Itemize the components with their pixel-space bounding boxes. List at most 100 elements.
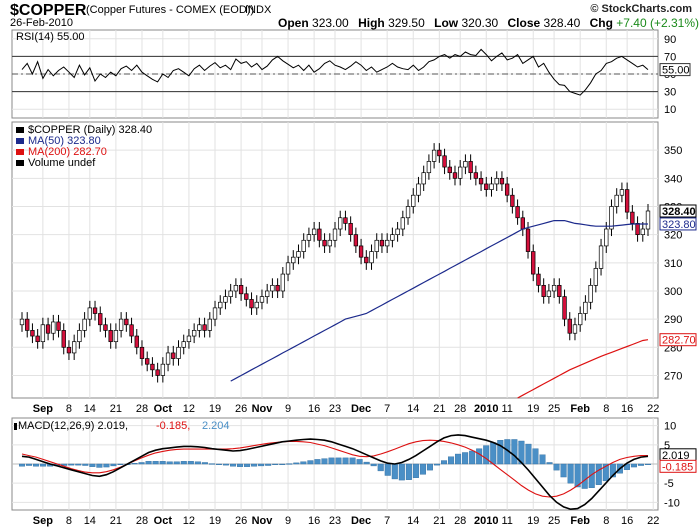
- symbol-title: $COPPER: [10, 2, 87, 19]
- macd-histogram-bar: [370, 463, 377, 467]
- macd-histogram-bar: [89, 463, 96, 467]
- x-tick-label: Dec: [351, 515, 371, 527]
- candle-up: [51, 321, 56, 334]
- chg-value: +7.40 (+2.31%): [616, 16, 699, 30]
- macd-histogram-bar: [384, 463, 391, 476]
- macd-histogram-bar: [553, 463, 560, 471]
- high-value: 329.50: [388, 16, 425, 30]
- candle-down: [562, 296, 567, 320]
- candle-up: [40, 324, 46, 343]
- candle-down: [525, 228, 531, 252]
- macd-legend: MACD(12,26,9) 2.019,: [18, 420, 128, 432]
- macd-histogram-bar: [26, 463, 33, 466]
- candle-down: [249, 299, 254, 309]
- candle-up: [212, 307, 218, 320]
- candle-up: [578, 313, 583, 326]
- macd-histogram-bar: [265, 463, 272, 466]
- candle-up: [186, 335, 192, 343]
- x-tick-label: Dec: [351, 403, 371, 415]
- macd-histogram-bar: [117, 463, 124, 466]
- candle-up: [640, 228, 645, 236]
- x-tick-label: 19: [209, 403, 221, 415]
- x-tick-label: 16: [621, 403, 633, 415]
- macd-histogram-bar: [229, 463, 237, 467]
- candle-down: [358, 245, 364, 258]
- candle-up: [197, 324, 202, 331]
- candle-down: [25, 318, 30, 331]
- macd-histogram-bar: [490, 442, 497, 465]
- macd-histogram-bar: [455, 453, 462, 465]
- candle-up: [160, 363, 166, 376]
- chart-date: 26-Feb-2010: [10, 17, 73, 29]
- candle-down: [61, 330, 66, 348]
- candle-down: [108, 330, 113, 343]
- x-tick-label: 28: [454, 515, 466, 527]
- candle-up: [609, 206, 614, 230]
- candle-down: [155, 369, 160, 376]
- candle-up: [176, 346, 181, 359]
- price-last-label-box: [659, 204, 697, 218]
- macd-histogram-bar: [40, 463, 47, 467]
- macd-histogram-bar: [349, 457, 356, 465]
- macd-histogram-bar: [433, 463, 441, 466]
- macd-histogram-bar: [328, 457, 335, 465]
- candle-down: [244, 293, 249, 300]
- macd-histogram-bar: [412, 463, 419, 479]
- macd-histogram-bar: [215, 463, 222, 466]
- copyright-label: © StockCharts.com: [590, 3, 692, 15]
- candle-up: [223, 296, 228, 303]
- macd-last-label: 2.019: [662, 450, 690, 462]
- candle-down: [134, 335, 139, 348]
- open-value: 323.00: [312, 16, 349, 30]
- x-tick-label: 28: [454, 403, 466, 415]
- macd-tick-label: 5: [664, 440, 670, 452]
- x-tick-label: 21: [433, 515, 445, 527]
- macd-histogram-bar: [469, 450, 476, 465]
- x-tick-label: 23: [329, 403, 341, 415]
- candle-down: [635, 223, 640, 236]
- x-tick-label: 14: [407, 403, 419, 415]
- candle-down: [442, 155, 447, 168]
- x-tick-label: 8: [66, 515, 72, 527]
- macd-histogram-bar: [75, 463, 82, 466]
- candle-up: [218, 301, 223, 309]
- low-label: Low: [434, 16, 459, 30]
- macd-histogram-bar: [448, 456, 455, 465]
- x-tick-label: 12: [183, 515, 195, 527]
- macd-histogram-bar: [595, 463, 602, 485]
- macd-histogram-bar: [314, 459, 321, 465]
- macd-histogram-bar: [405, 463, 412, 480]
- macd-histogram-bar: [201, 462, 208, 465]
- macd-histogram-bar: [307, 460, 314, 465]
- x-tick-label: Oct: [154, 403, 173, 415]
- candle-up: [118, 318, 124, 331]
- candle-up: [374, 239, 379, 252]
- rsi-tick-label: 10: [664, 104, 676, 116]
- macd-legend-swatch: [14, 423, 17, 430]
- x-tick-label: 28: [136, 515, 148, 527]
- rsi-tick-label: 70: [664, 51, 676, 63]
- symbol-description: (Copper Futures - COMEX (EOD)): [86, 4, 255, 16]
- macd-histogram-bar: [145, 461, 152, 465]
- candle-down: [139, 346, 145, 359]
- candle-up: [614, 194, 619, 207]
- x-tick-label: 21: [110, 515, 122, 527]
- macd-histogram-bar: [483, 445, 490, 465]
- candle-up: [405, 206, 411, 219]
- macd-histogram-bar: [103, 463, 110, 468]
- x-tick-label: 26: [235, 515, 247, 527]
- macd-histogram-bar: [637, 463, 644, 466]
- macd-histogram-bar: [497, 440, 504, 465]
- candle-down: [437, 149, 442, 157]
- candle-up: [332, 228, 338, 241]
- x-tick-label: 11: [501, 515, 512, 527]
- macd-histogram-bar: [525, 443, 532, 465]
- high-label: High: [358, 16, 385, 30]
- candle-up: [400, 217, 405, 230]
- macd-histogram-bar: [342, 457, 349, 465]
- rsi-tick-label: 90: [664, 34, 676, 46]
- macd-histogram-bar: [532, 448, 539, 465]
- price-tick-label: 310: [664, 258, 682, 270]
- x-tick-label: Sep: [33, 515, 53, 527]
- price-tick-label: 300: [664, 286, 682, 298]
